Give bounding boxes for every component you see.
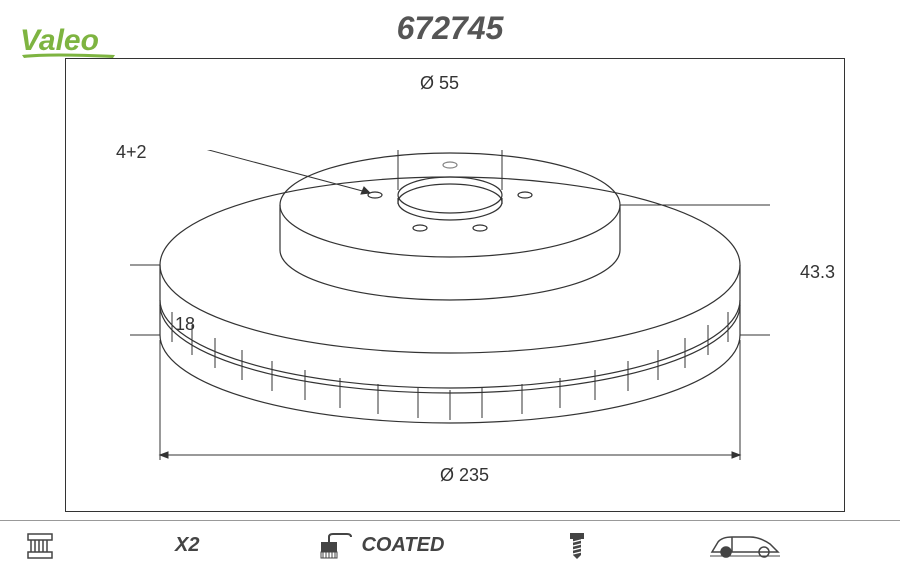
- front-axle-icon: [710, 532, 780, 560]
- dim-outer: Ø 235: [440, 465, 489, 486]
- dim-bore: Ø 55: [420, 73, 459, 94]
- valeo-logo: Valeo: [20, 20, 140, 60]
- coated-badge: COATED: [319, 532, 444, 560]
- brake-disc-drawing: [130, 150, 770, 410]
- dim-bolt-pattern: 4+2: [116, 142, 147, 163]
- part-number: 672745: [397, 10, 504, 47]
- logo-text: Valeo: [20, 24, 99, 57]
- footer-bar: X2 COATED: [0, 520, 900, 570]
- brush-icon: [319, 532, 353, 560]
- coated-text: COATED: [361, 534, 444, 557]
- screw-icon: [564, 531, 590, 561]
- disc-type-icon: [25, 531, 55, 561]
- quantity-label: X2: [175, 534, 199, 557]
- dim-height: 43.3: [800, 262, 835, 283]
- dim-thickness: 18: [175, 314, 195, 335]
